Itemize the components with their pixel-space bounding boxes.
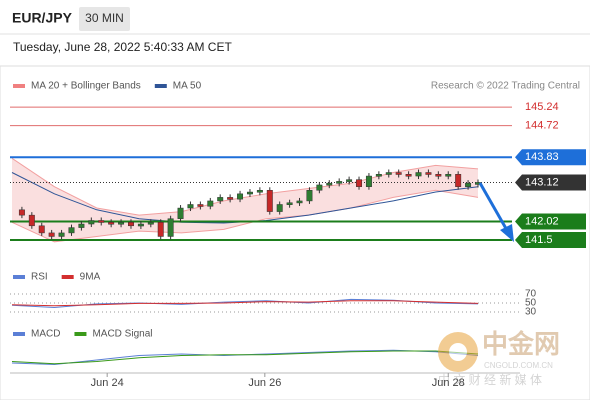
indicator-line xyxy=(11,300,479,307)
legend-swatch xyxy=(13,332,25,336)
candle xyxy=(118,222,125,225)
legend-label: MACD xyxy=(31,329,60,340)
forecast-arrow xyxy=(478,182,510,233)
candle xyxy=(405,174,412,177)
level-label: 145.24 xyxy=(525,101,559,113)
datetime: Tuesday, June 28, 2022 5:40:33 AM CET xyxy=(13,40,232,54)
level-label: 144.72 xyxy=(525,119,559,131)
timeframe[interactable]: 30 MIN xyxy=(85,11,124,25)
legend-swatch xyxy=(154,84,167,88)
legend-label: MA 50 xyxy=(173,81,202,92)
candle xyxy=(296,200,303,204)
candle xyxy=(48,232,55,237)
bollinger-lower xyxy=(11,189,479,243)
candle xyxy=(365,175,372,187)
level-tag xyxy=(515,149,586,166)
candle xyxy=(187,204,194,209)
candle xyxy=(246,191,253,195)
timeframe-box[interactable] xyxy=(79,7,130,31)
y-tick-label: 50 xyxy=(525,298,537,309)
source: Research © 2022 Trading Central xyxy=(431,81,580,92)
legend-swatch xyxy=(13,275,25,279)
candle xyxy=(227,197,234,200)
legend-label: 9MA xyxy=(80,272,101,283)
candle xyxy=(88,220,95,225)
candle xyxy=(217,197,224,202)
watermark-brand: 中金网 xyxy=(482,329,560,359)
candle xyxy=(167,218,174,237)
candle xyxy=(465,182,472,187)
candle xyxy=(68,227,75,234)
watermark: 中金网 CNGOLD.COM.CN 中 文 财 经 新 媒 体 xyxy=(438,329,560,387)
legend-label: MACD Signal xyxy=(92,329,152,340)
candle xyxy=(425,172,432,175)
candle xyxy=(58,232,65,237)
candle xyxy=(326,182,333,186)
candle xyxy=(375,174,382,177)
candle xyxy=(445,174,452,177)
y-tick-label: 70 xyxy=(525,289,537,300)
level-tag xyxy=(515,174,586,191)
candle xyxy=(157,222,164,237)
candle xyxy=(207,200,214,207)
candle xyxy=(18,209,25,216)
candle xyxy=(28,214,35,227)
candle xyxy=(276,204,283,212)
candle xyxy=(415,172,422,177)
chart-frame xyxy=(0,65,590,400)
indicator-line xyxy=(11,350,479,365)
candle xyxy=(256,190,263,193)
candle xyxy=(128,222,134,227)
x-tick-label: Jun 24 xyxy=(91,377,124,389)
candle xyxy=(266,190,273,212)
candle xyxy=(78,223,85,228)
candle xyxy=(108,222,115,225)
legend-swatch xyxy=(74,332,87,336)
level-tag xyxy=(515,232,586,249)
candle xyxy=(38,225,45,234)
x-tick-label: Jun 26 xyxy=(248,377,281,389)
x-tick-label: Jun 28 xyxy=(432,377,465,389)
candle xyxy=(316,184,323,191)
watermark-slogan: 中 文 财 经 新 媒 体 xyxy=(438,372,542,387)
candle xyxy=(137,223,144,227)
candle xyxy=(455,174,462,187)
candle xyxy=(237,193,244,200)
candle xyxy=(346,179,353,182)
level-label: 143.83 xyxy=(525,151,559,163)
candle xyxy=(435,174,442,177)
level-label: 143.12 xyxy=(525,176,559,188)
candle xyxy=(147,222,154,225)
y-tick-label: 30 xyxy=(525,307,537,318)
level-tag xyxy=(515,213,586,230)
candle xyxy=(336,181,343,184)
candle xyxy=(356,179,362,187)
candle xyxy=(286,202,293,205)
candle xyxy=(177,207,184,219)
watermark-logo-inner xyxy=(449,343,467,361)
candle xyxy=(306,190,313,202)
legend-swatch xyxy=(13,84,25,88)
candle xyxy=(385,172,392,175)
candle xyxy=(197,204,204,207)
watermark-site: CNGOLD.COM.CN xyxy=(484,361,553,370)
symbol: EUR/JPY xyxy=(12,10,73,26)
legend-label: MA 20 + Bollinger Bands xyxy=(31,81,141,92)
level-label: 142.02 xyxy=(525,215,559,227)
level-label: 141.5 xyxy=(525,234,553,246)
candle xyxy=(395,172,402,175)
forecast-arrowhead xyxy=(500,224,514,242)
bollinger-upper xyxy=(11,157,479,216)
legend-swatch xyxy=(61,275,74,279)
legend-label: RSI xyxy=(31,272,48,283)
candle xyxy=(98,220,105,223)
